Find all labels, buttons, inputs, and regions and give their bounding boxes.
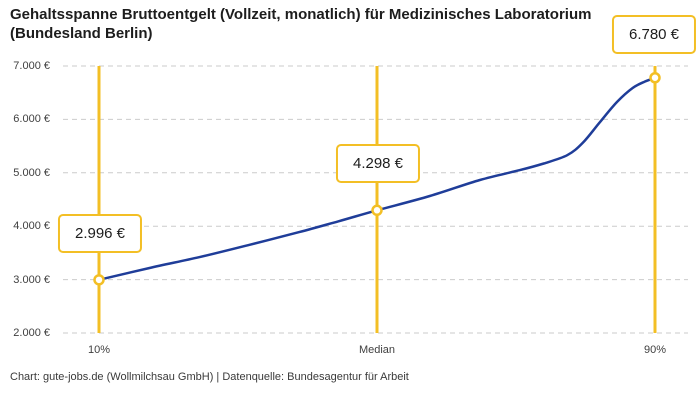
value-callout-median: 4.298 € — [335, 144, 421, 183]
salary-curve — [97, 76, 657, 282]
data-point-marker — [649, 71, 661, 84]
value-callout-10pct: 2.996 € — [57, 214, 143, 253]
data-point-marker — [93, 274, 105, 286]
y-tick-label: 6.000 € — [13, 113, 50, 125]
data-point-marker — [371, 204, 383, 217]
x-tick-label-90pct: 90% — [643, 344, 667, 356]
y-tick-label: 4.000 € — [13, 220, 50, 232]
x-tick-label-median: Median — [358, 344, 396, 356]
y-tick-label: 2.000 € — [13, 327, 50, 339]
y-tick-label: 7.000 € — [13, 60, 50, 72]
value-callout-90pct: 6.780 € — [611, 15, 697, 54]
chart-source: Chart: gute-jobs.de (Wollmilchsau GmbH) … — [10, 371, 409, 383]
y-tick-label: 3.000 € — [13, 274, 50, 286]
y-tick-label: 5.000 € — [13, 167, 50, 179]
x-tick-label-10pct: 10% — [87, 344, 111, 356]
chart-title: Gehaltsspanne Bruttoentgelt (Vollzeit, m… — [10, 6, 592, 43]
